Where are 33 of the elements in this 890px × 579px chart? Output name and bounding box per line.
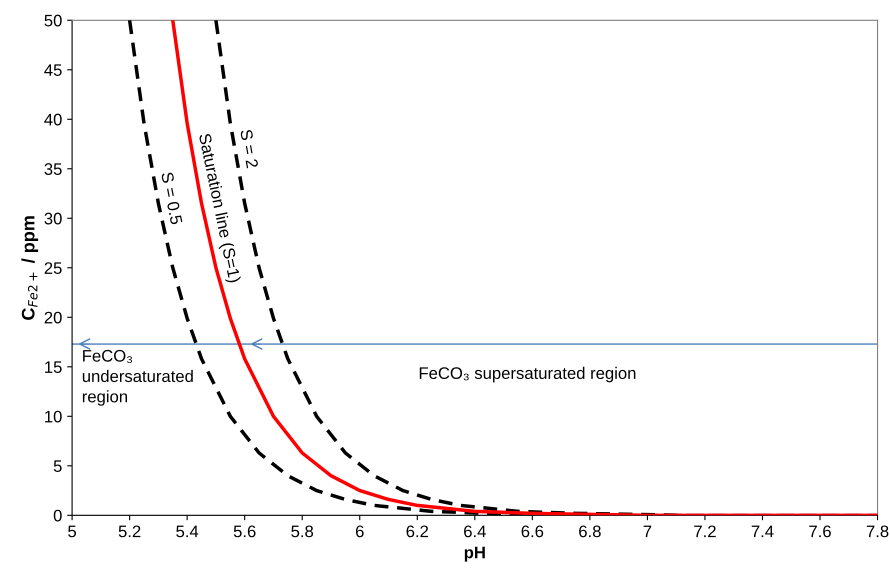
y-tick-label: 40: [44, 114, 62, 126]
y-tick-label: 30: [44, 212, 62, 224]
x-tick-label: 5.8: [291, 525, 314, 538]
x-tick-label: 7.8: [866, 525, 888, 538]
y-tick-label: 15: [45, 361, 62, 373]
x-tick-label: 6.6: [522, 525, 544, 538]
x-axis-title: pH: [464, 546, 485, 562]
x-tick-label: 6.8: [579, 525, 601, 538]
y-tick-label: 20: [44, 312, 62, 324]
y-tick-label: 35: [44, 163, 62, 175]
y-tick-label: 25: [44, 262, 62, 274]
x-tick-label: 7.4: [752, 526, 774, 538]
x-tick-label: 5.4: [176, 526, 198, 538]
x-tick-label: 6.4: [464, 525, 486, 538]
x-tick-label: 7.6: [809, 525, 831, 538]
x-tick-label: 5: [68, 526, 76, 538]
y-tick-label: 5: [54, 460, 62, 472]
x-tick-label: 7: [644, 526, 652, 538]
x-tick-label: 5.2: [118, 525, 140, 538]
text: S = 2: [240, 129, 258, 168]
x-tick-label: 6: [356, 525, 364, 538]
text: Saturation line (S=1): [196, 132, 242, 284]
x-tick-label: 7.2: [694, 525, 716, 538]
x-tick-label: 6.2: [406, 525, 428, 538]
annotation: FeCO₃ supersaturated region: [420, 366, 636, 382]
x-tick-label: 5.6: [234, 525, 256, 538]
y-tick-label: 45: [44, 64, 62, 76]
annotation: FeCO₃ undersaturated region: [82, 350, 193, 406]
text: S = 0.5: [161, 172, 183, 225]
y-axis-title: C$_{Fe2+}$ / ppm: [21, 216, 38, 320]
y-tick-label: 50: [44, 14, 62, 26]
y-tick-label: 0: [54, 510, 62, 522]
y-tick-label: 10: [45, 410, 62, 423]
